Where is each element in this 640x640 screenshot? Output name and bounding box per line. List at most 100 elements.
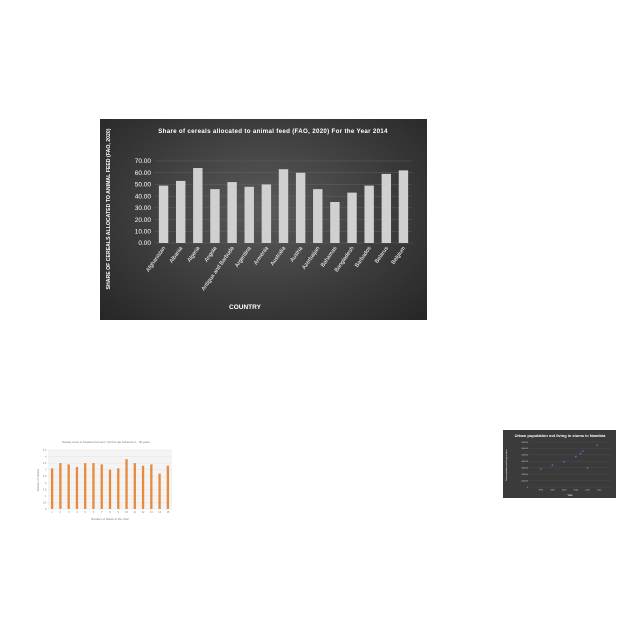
x-tick-label: Belarus [374,246,390,265]
y-tick-label: 3 [45,468,47,472]
bar [278,169,289,243]
weekly-bar-chart-svg: Weekly count of Scalanct Fermenc: Lith F… [36,440,172,521]
bar [244,186,254,243]
y-tick-label: 10.00 [135,228,152,235]
x-tick-label: Belgium [391,245,408,265]
y-tick-label: 500000 [521,455,529,457]
scatter-point [596,444,598,447]
y-tick-label: 0 [527,487,529,489]
y-tick-label: 4.5 [43,448,47,452]
bar [75,467,79,509]
bar [141,465,145,509]
x-tick-label: 1990 [538,490,543,492]
y-tick-label: 1.5 [43,487,47,491]
bar [398,170,409,243]
bar [117,468,120,509]
bar [100,464,103,509]
x-tick-label: 1 [51,510,53,514]
y-tick-label: 50.00 [135,182,152,189]
bar [158,473,161,509]
bar [67,464,70,509]
bar [295,172,306,243]
x-tick-label: 1995 [550,490,555,492]
y-tick-label: 0.00 [138,240,151,247]
bar [330,202,340,243]
scatter-point [579,452,582,455]
bar [133,463,136,509]
main-bar-chart-svg: Share of cereals allocated to animal fee… [106,128,412,311]
bar [108,469,112,509]
x-tick-label: 2010 [585,490,590,492]
x-tick-label: 15 [166,510,169,514]
bar [175,180,186,243]
bar [92,463,95,509]
bar [210,189,220,243]
y-tick-label: 4 [45,455,47,459]
bar [381,173,392,243]
chart-title: Weekly count of Scalanct Fermenc: Lith F… [62,440,150,444]
y-axis-label: Urban population not living in slums [505,449,508,481]
x-tick-label: Armenia [253,245,270,266]
x-tick-label: Afghanistan [145,246,167,274]
y-axis-label: SHARE OF CEREALS ALLOCATED TO ANIMAL FEE… [106,128,112,289]
x-tick-label: 10 [125,510,128,514]
bar [261,184,272,243]
y-tick-label: 700000 [521,442,529,444]
y-tick-label: 300000 [521,468,529,470]
y-tick-label: 2.5 [43,474,47,478]
bar [125,459,128,509]
scatter-point [563,461,566,463]
x-tick-label: Barbados [354,246,373,269]
x-tick-label: 11 [133,510,136,514]
x-tick-label: 2 [60,510,62,514]
x-tick-label: 5 [84,510,86,514]
x-tick-label: Antigua and Barbuda [201,245,237,292]
y-tick-label: 600000 [521,448,529,450]
namibia-scatter-chart: Urban population not living in slums in … [503,430,616,498]
bar [227,182,237,243]
x-tick-label: 6 [93,510,95,514]
x-tick-label: 7 [101,510,103,514]
x-tick-label: Austria [289,245,304,263]
y-tick-label: 400000 [521,461,529,463]
y-tick-label: 100000 [521,480,529,482]
scatter-point [539,468,542,470]
y-tick-label: 30.00 [135,205,152,212]
y-tick-label: 200000 [521,474,529,476]
x-axis-label: COUNTRY [229,304,262,311]
x-tick-label: 14 [158,510,161,514]
y-tick-label: 40.00 [135,193,152,200]
weekly-bar-chart: Weekly count of Scalanct Fermenc: Lith F… [36,436,178,524]
x-tick-label: 13 [150,510,153,514]
x-tick-label: 2015 [597,490,602,492]
y-tick-label: 2 [45,481,47,485]
y-tick-label: 3.5 [43,461,47,465]
x-axis-label: Number of Week of the Year [91,517,129,521]
x-tick-label: Azerbaijan [301,246,321,271]
bar [150,464,153,509]
x-tick-label: Bahamas [320,246,339,269]
x-tick-label: 4 [76,510,78,514]
x-tick-label: Australia [270,245,288,267]
x-tick-label: Angola [204,245,219,263]
scatter-point [574,455,577,458]
bar [84,463,87,509]
y-tick-label: 70.00 [135,158,152,165]
chart-title: Urban population not living in slums in … [515,433,606,438]
chart-title: Share of cereals allocated to animal fee… [158,128,388,135]
x-tick-label: 2005 [574,490,579,492]
y-tick-label: 60.00 [135,170,152,177]
bar [166,465,170,509]
y-tick-label: 1 [45,494,47,498]
y-tick-label: 0 [45,507,47,511]
bar [59,463,62,509]
scatter-point [551,464,554,467]
x-axis-label: Year [567,493,572,497]
x-tick-label: 2000 [562,490,567,492]
bar [313,189,323,243]
y-axis-label: Number of Weeks [36,468,40,491]
scatter-point [586,466,589,469]
x-tick-label: Albania [169,245,185,264]
x-tick-label: Argentina [234,245,253,269]
bar [158,185,169,243]
